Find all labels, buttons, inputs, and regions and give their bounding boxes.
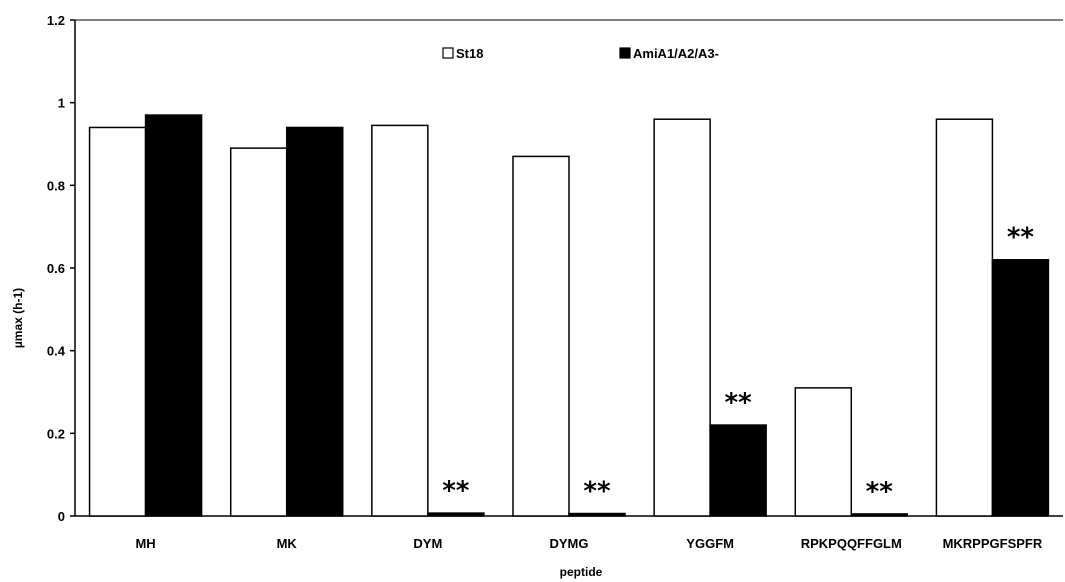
bar-st18 <box>794 387 853 517</box>
annotations: ** ** ** ** ** <box>442 223 1034 507</box>
bar-amia-mutant <box>850 513 909 517</box>
x-tick-label: MH <box>135 536 155 551</box>
bar-st18 <box>371 124 429 517</box>
y-tick-label: 1 <box>58 96 65 111</box>
y-tick-label: 0.8 <box>47 178 65 193</box>
x-tick-label: DYMG <box>550 536 589 551</box>
legend: St18 AmiA1/A2/A3- <box>442 46 719 61</box>
y-tick-label: 0.6 <box>47 261 65 276</box>
x-tick-label: MKRPPGFSPFR <box>943 536 1043 551</box>
y-axis-title: µmax (h-1) <box>11 288 25 348</box>
significance-marker: ** <box>583 477 611 507</box>
bar-st18 <box>512 155 570 517</box>
bar-st18 <box>653 118 711 517</box>
x-tick-label: DYM <box>413 536 442 551</box>
bar-st18 <box>88 126 147 517</box>
significance-marker: ** <box>725 388 753 418</box>
bar-amia-mutant <box>144 114 203 517</box>
legend-swatch-st18 <box>442 47 454 59</box>
legend-label-amia: AmiA1/A2/A3- <box>633 46 719 61</box>
x-axis-title: peptide <box>560 565 603 579</box>
bar-amia-mutant <box>991 258 1050 517</box>
bar-amia-mutant <box>285 126 344 517</box>
y-tick-label: 1.2 <box>47 13 65 28</box>
significance-marker: ** <box>1007 223 1035 253</box>
y-tick-label: 0 <box>58 509 65 524</box>
bar-amia-mutant <box>568 512 626 517</box>
bar-st18 <box>935 118 994 517</box>
x-tick-label: MK <box>277 536 298 551</box>
x-tick-label: RPKPQQFFGLM <box>801 536 902 551</box>
y-tick-label: 0.4 <box>47 344 66 359</box>
significance-marker: ** <box>866 477 894 507</box>
bar-amia-mutant <box>427 512 485 517</box>
legend-label-st18: St18 <box>456 46 483 61</box>
bar-amia-mutant <box>709 424 767 517</box>
legend-swatch-amia <box>619 47 631 59</box>
y-tick-label: 0.2 <box>47 426 65 441</box>
significance-marker: ** <box>442 476 470 506</box>
bar-st18 <box>229 147 288 517</box>
bars <box>88 114 1050 517</box>
x-tick-label: YGGFM <box>686 536 734 551</box>
